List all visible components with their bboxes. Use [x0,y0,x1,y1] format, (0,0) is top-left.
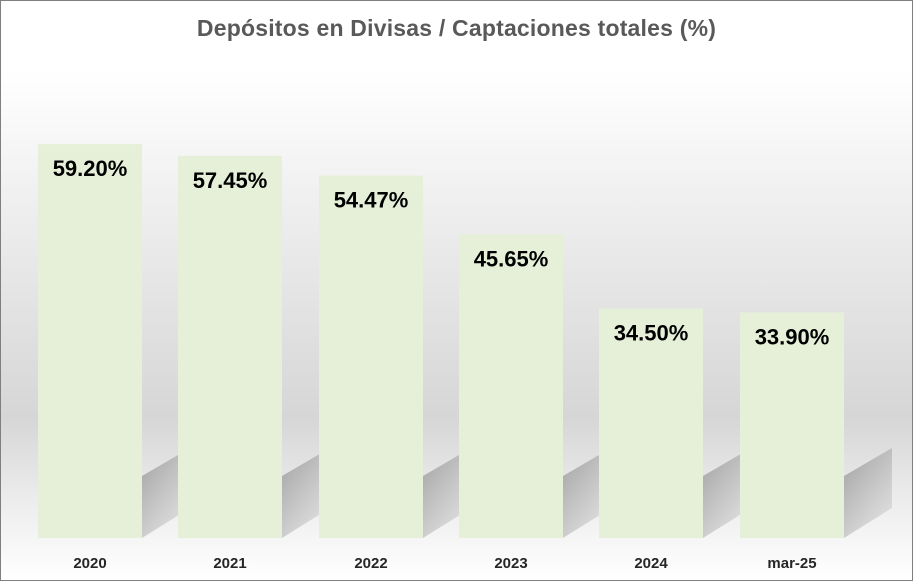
bar-shadow [703,448,751,538]
value-labels: 59.20% 57.45% 54.47% 45.65% 34.50% 33.90% [53,156,830,349]
bar-mar-25 [740,312,844,538]
bar-2020 [38,144,142,538]
value-label-2023: 45.65% [474,246,549,271]
chart-title: Depósitos en Divisas / Captaciones total… [196,15,717,41]
bar-2021 [178,155,282,539]
value-label-2021: 57.45% [193,168,268,193]
value-label-2022: 54.47% [334,188,409,213]
value-label-mar-25: 33.90% [755,324,830,349]
category-label-2020: 2020 [73,555,106,572]
bar-shadow [282,448,330,538]
bar-shadow [844,448,892,538]
bar-2024 [599,308,703,538]
value-label-2020: 59.20% [53,156,128,181]
category-labels: 2020 2021 2022 2023 2024 mar-25 [73,555,816,572]
value-label-2024: 34.50% [614,320,689,345]
bar-2023 [459,234,563,538]
category-label-2023: 2023 [494,555,527,572]
category-label-2022: 2022 [354,555,387,572]
category-label-mar-25: mar-25 [767,555,816,572]
bars [38,144,844,539]
bar-2022 [319,175,423,538]
category-label-2024: 2024 [634,555,668,572]
category-label-2021: 2021 [213,555,246,572]
